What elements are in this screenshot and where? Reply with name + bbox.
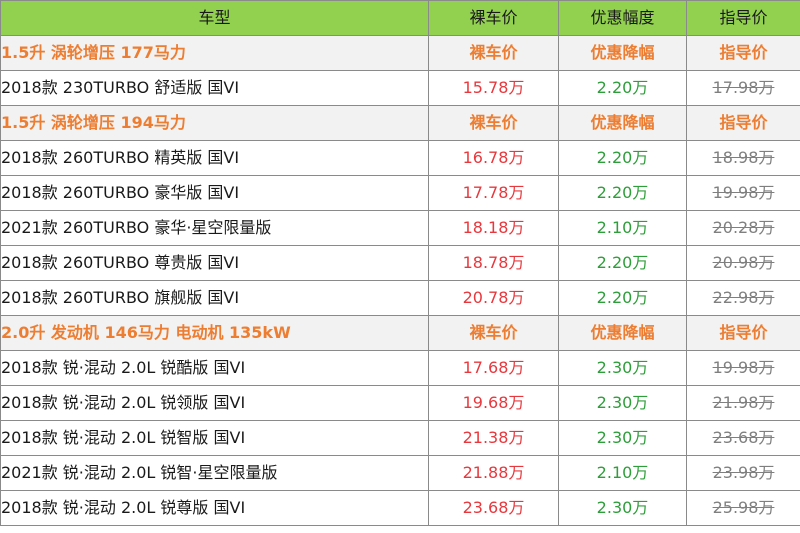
table-row: 2018款 260TURBO 尊贵版 国VI 18.78万 2.20万 20.98万 — [0, 245, 800, 281]
header-price: 裸车价 — [428, 0, 559, 36]
header-discount: 优惠幅度 — [558, 0, 687, 36]
group-discount-label: 优惠降幅 — [558, 105, 687, 141]
table-row: 2018款 锐·混动 2.0L 锐智版 国VI 21.38万 2.30万 23.68万 — [0, 420, 800, 456]
discount-value: 2.20万 — [558, 140, 687, 176]
group-price-label: 裸车价 — [428, 315, 559, 351]
table-row: 2018款 260TURBO 旗舰版 国VI 20.78万 2.20万 22.98万 — [0, 280, 800, 316]
model-name: 2021款 260TURBO 豪华·星空限量版 — [0, 210, 429, 246]
model-name: 2018款 230TURBO 舒适版 国VI — [0, 70, 429, 106]
discount-value: 2.30万 — [558, 490, 687, 526]
group-guide-label: 指导价 — [686, 315, 800, 351]
bare-price: 15.78万 — [428, 70, 559, 106]
bare-price: 18.78万 — [428, 245, 559, 281]
table-row: 2018款 锐·混动 2.0L 锐酷版 国VI 17.68万 2.30万 19.98万 — [0, 350, 800, 386]
bare-price: 20.78万 — [428, 280, 559, 316]
model-name: 2018款 260TURBO 精英版 国VI — [0, 140, 429, 176]
group-discount-label: 优惠降幅 — [558, 35, 687, 71]
discount-value: 2.30万 — [558, 420, 687, 456]
bare-price: 17.68万 — [428, 350, 559, 386]
discount-value: 2.20万 — [558, 70, 687, 106]
guide-price: 21.98万 — [686, 385, 800, 421]
bare-price: 18.18万 — [428, 210, 559, 246]
model-name: 2018款 锐·混动 2.0L 锐领版 国VI — [0, 385, 429, 421]
guide-price: 20.98万 — [686, 245, 800, 281]
table-row: 2018款 230TURBO 舒适版 国VI 15.78万 2.20万 17.98万 — [0, 70, 800, 106]
group-header-row: 1.5升 涡轮增压 194马力 裸车价 优惠降幅 指导价 — [0, 105, 800, 141]
table-row: 2018款 260TURBO 豪华版 国VI 17.78万 2.20万 19.98万 — [0, 175, 800, 211]
table-row: 2018款 260TURBO 精英版 国VI 16.78万 2.20万 18.98万 — [0, 140, 800, 176]
discount-value: 2.30万 — [558, 350, 687, 386]
discount-value: 2.20万 — [558, 175, 687, 211]
guide-price: 18.98万 — [686, 140, 800, 176]
group-guide-label: 指导价 — [686, 35, 800, 71]
group-title: 1.5升 涡轮增压 177马力 — [0, 35, 429, 71]
model-name: 2018款 260TURBO 旗舰版 国VI — [0, 280, 429, 316]
group-price-label: 裸车价 — [428, 105, 559, 141]
guide-price: 19.98万 — [686, 175, 800, 211]
bare-price: 21.38万 — [428, 420, 559, 456]
group-discount-label: 优惠降幅 — [558, 315, 687, 351]
discount-value: 2.10万 — [558, 210, 687, 246]
guide-price: 23.98万 — [686, 455, 800, 491]
group-guide-label: 指导价 — [686, 105, 800, 141]
header-model: 车型 — [0, 0, 429, 36]
group-title: 2.0升 发动机 146马力 电动机 135kW — [0, 315, 429, 351]
group-header-row: 1.5升 涡轮增压 177马力 裸车价 优惠降幅 指导价 — [0, 35, 800, 71]
group-price-label: 裸车价 — [428, 35, 559, 71]
model-name: 2018款 锐·混动 2.0L 锐酷版 国VI — [0, 350, 429, 386]
table-row: 2021款 锐·混动 2.0L 锐智·星空限量版 21.88万 2.10万 23.98… — [0, 455, 800, 491]
header-guide-price: 指导价 — [686, 0, 800, 36]
table-row: 2018款 锐·混动 2.0L 锐尊版 国VI 23.68万 2.30万 25.98万 — [0, 490, 800, 526]
table-row: 2018款 锐·混动 2.0L 锐领版 国VI 19.68万 2.30万 21.98万 — [0, 385, 800, 421]
discount-value: 2.20万 — [558, 245, 687, 281]
bare-price: 19.68万 — [428, 385, 559, 421]
table-body: 1.5升 涡轮增压 177马力 裸车价 优惠降幅 指导价 2018款 230TURBO … — [0, 35, 800, 526]
guide-price: 22.98万 — [686, 280, 800, 316]
model-name: 2018款 260TURBO 豪华版 国VI — [0, 175, 429, 211]
guide-price: 20.28万 — [686, 210, 800, 246]
table-row: 2021款 260TURBO 豪华·星空限量版 18.18万 2.10万 20.28万 — [0, 210, 800, 246]
table-header-row: 车型 裸车价 优惠幅度 指导价 — [0, 0, 800, 36]
group-header-row: 2.0升 发动机 146马力 电动机 135kW 裸车价 优惠降幅 指导价 — [0, 315, 800, 351]
model-name: 2018款 260TURBO 尊贵版 国VI — [0, 245, 429, 281]
guide-price: 23.68万 — [686, 420, 800, 456]
bare-price: 17.78万 — [428, 175, 559, 211]
guide-price: 17.98万 — [686, 70, 800, 106]
bare-price: 21.88万 — [428, 455, 559, 491]
guide-price: 19.98万 — [686, 350, 800, 386]
group-title: 1.5升 涡轮增压 194马力 — [0, 105, 429, 141]
model-name: 2018款 锐·混动 2.0L 锐智版 国VI — [0, 420, 429, 456]
discount-value: 2.20万 — [558, 280, 687, 316]
model-name: 2018款 锐·混动 2.0L 锐尊版 国VI — [0, 490, 429, 526]
bare-price: 23.68万 — [428, 490, 559, 526]
discount-value: 2.30万 — [558, 385, 687, 421]
guide-price: 25.98万 — [686, 490, 800, 526]
model-name: 2021款 锐·混动 2.0L 锐智·星空限量版 — [0, 455, 429, 491]
bare-price: 16.78万 — [428, 140, 559, 176]
discount-value: 2.10万 — [558, 455, 687, 491]
